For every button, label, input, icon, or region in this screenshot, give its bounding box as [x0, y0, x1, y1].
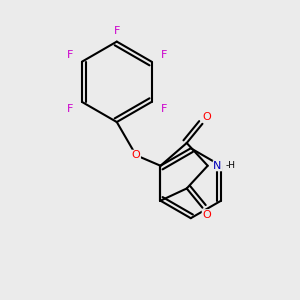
Text: O: O [132, 150, 140, 160]
Text: F: F [161, 104, 167, 114]
Text: F: F [161, 50, 167, 60]
Text: O: O [202, 210, 211, 220]
Text: N: N [213, 161, 222, 171]
Text: O: O [202, 112, 211, 122]
Text: F: F [67, 50, 73, 60]
Text: F: F [114, 26, 120, 36]
Text: -H: -H [225, 161, 236, 170]
Text: F: F [67, 104, 73, 114]
